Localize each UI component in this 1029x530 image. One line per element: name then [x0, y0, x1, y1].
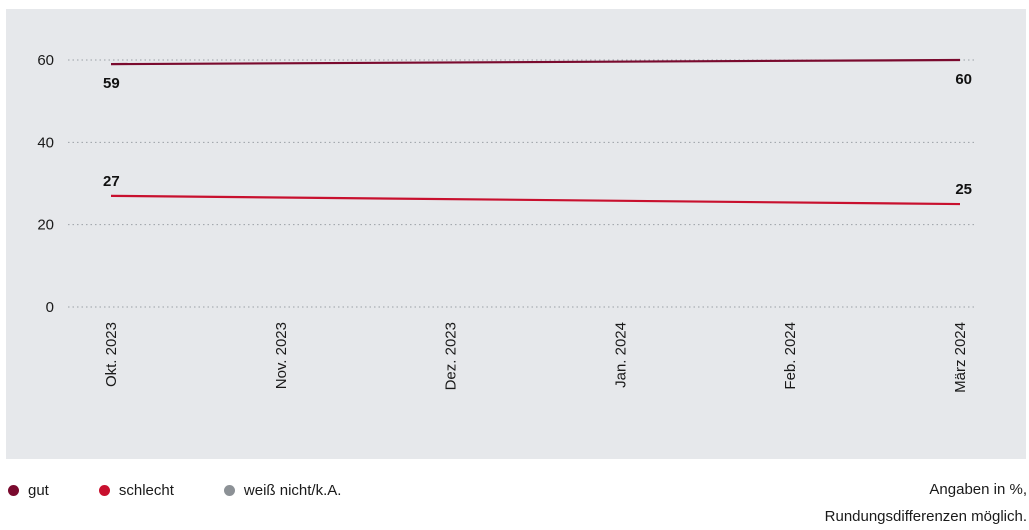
x-tick-label-4: Feb. 2024: [782, 322, 799, 390]
y-tick-label-60: 60: [37, 52, 54, 69]
data-label-0-0: 59: [103, 75, 120, 92]
x-tick-label-0: Okt. 2023: [103, 322, 120, 387]
data-label-1-1: 25: [955, 181, 972, 198]
y-tick-label-20: 20: [37, 217, 54, 234]
legend-item-gut: gut: [8, 482, 49, 499]
footnote-line-1: Angaben in %,: [929, 481, 1027, 498]
line-chart: 0 20 40 60 Okt. 2023 Nov. 2023 Dez. 2023 Jan. 2…: [37, 52, 976, 393]
y-tick-label-0: 0: [46, 299, 54, 316]
legend-dot-schlecht: [98, 484, 110, 496]
legend-label-weiss-nicht: weiß nicht/k.A.: [243, 481, 342, 499]
data-label-1-0: 27: [103, 173, 120, 190]
legend-label-schlecht: schlecht: [118, 481, 174, 499]
legend-item-weiss-nicht: weiß nicht/k.A.: [223, 481, 342, 499]
legend-dot-weiss-nicht: [223, 484, 235, 496]
data-label-0-1: 60: [955, 71, 972, 88]
legend-dot-gut: [8, 484, 19, 496]
x-tick-label-1: Nov. 2023: [273, 322, 290, 389]
chart-area: 0 20 40 60 Okt. 2023 Nov. 2023 Dez. 2023 Jan. 2…: [6, 9, 1026, 459]
footnote: Angaben in %, Rundungsdifferenzen möglic…: [825, 476, 1027, 530]
x-tick-label-3: Jan. 2024: [612, 322, 629, 388]
x-tick-label-5: März 2024: [952, 322, 969, 393]
legend: gut schlecht weiß nicht/k.A.: [8, 480, 391, 500]
x-tick-label-2: Dez. 2023: [443, 322, 460, 390]
legend-item-schlecht: schlecht: [98, 481, 174, 499]
series-line-0: [110, 58, 961, 66]
legend-label-gut: gut: [28, 481, 49, 499]
series-line-1: [110, 194, 961, 206]
y-tick-label-40: 40: [37, 134, 54, 151]
footnote-line-2: Rundungsdifferenzen möglich.: [824, 508, 1027, 525]
